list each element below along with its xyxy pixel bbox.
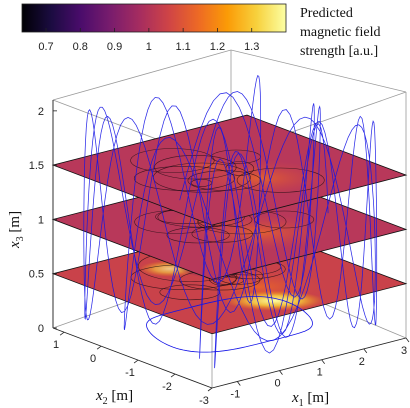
trajectory-path [83, 75, 378, 369]
x3-tick-label-4: 2 [38, 106, 44, 118]
x1-tick-mark [279, 370, 283, 375]
x2-axis-label: x2 [m] [95, 388, 133, 407]
x1-tick-label-2: 1 [317, 367, 323, 379]
x1-axis-label-subscript: 1 [299, 398, 304, 408]
colorbar-tick-label-3: 1 [146, 41, 152, 53]
x2-tick-mark [96, 345, 102, 350]
x1-tick-label-0: -1 [230, 389, 240, 401]
trajectory-floor-loop [146, 296, 313, 353]
x3-axis-label-unit: [m] [7, 211, 23, 236]
x3-tick-label-3: 1.5 [29, 160, 44, 172]
x2-axis-label-symbol: x [95, 388, 103, 404]
colorbar-tick-label-1: 0.8 [73, 41, 88, 53]
colorbar-ticks: 0.7 0.8 0.9 1 1.1 1.2 1.3 [38, 28, 259, 53]
colorbar: 0.7 0.8 0.9 1 1.1 1.2 1.3 Predicted magnetic f… [21, 3, 384, 59]
x3-axis-label: x3 [m] [7, 211, 26, 249]
x2-tick-label-3: -2 [162, 381, 172, 393]
x3-axis-label-subscript: 3 [15, 236, 26, 241]
colorbar-title-line-1: Predicted [300, 6, 353, 21]
x1-axis-line [211, 337, 407, 389]
x2-tick-label-1: 0 [90, 353, 96, 365]
x3-axis-label-symbol: x [7, 241, 23, 249]
colorbar-tick-label-2: 0.9 [107, 41, 122, 53]
x2-axis-label-subscript: 2 [103, 396, 108, 407]
x2-tick-label-4: -3 [199, 395, 209, 407]
x2-axis-label-unit: [m] [108, 388, 133, 404]
x2-tick-label-0: 1 [53, 339, 59, 351]
x2-tick-mark [133, 359, 139, 364]
x1-tick-mark [363, 348, 368, 354]
colorbar-tick-label-4: 1.1 [175, 41, 190, 53]
colorbar-tick-label-0: 0.7 [38, 41, 53, 53]
x2-tick-mark [170, 373, 176, 378]
x1-tick-label-3: 2 [359, 356, 365, 368]
x3-tick-label-0: 0 [38, 323, 44, 335]
colorbar-title: Predicted magnetic field strength [a.u.] [300, 6, 384, 59]
colorbar-tick-label-5: 1.2 [210, 41, 225, 53]
x1-axis-label-unit: [m] [304, 390, 329, 406]
slice-contour-line [236, 167, 325, 193]
x1-tick-label-4: 3 [401, 345, 407, 357]
x2-tick-mark [59, 331, 65, 336]
colorbar-bar [21, 3, 287, 33]
box-back-top-edge-right [230, 49, 407, 93]
x3-tick-label-2: 1 [38, 214, 44, 226]
x2-tick-mark [207, 387, 213, 392]
slice-contour-line [130, 148, 215, 173]
contour-slices [51, 114, 408, 335]
slice-contour-line [133, 165, 236, 191]
box-back-top-edge-left [52, 49, 232, 101]
front-axes [52, 100, 407, 389]
x1-tick-mark [321, 359, 325, 364]
colorbar-title-line-2: magnetic field [300, 25, 380, 40]
x2-tick-label-2: -1 [125, 367, 135, 379]
x3-tick-label-1: 0.5 [29, 269, 44, 281]
trajectory [83, 75, 378, 369]
x1-tick-label-1: 0 [274, 378, 280, 390]
x1-axis-label-symbol: x [291, 390, 299, 406]
x2-axis-line [52, 327, 213, 389]
x1-tick-mark [405, 337, 410, 343]
x1-axis-label: x1 [m] [291, 390, 329, 408]
colorbar-title-line-3: strength [a.u.] [300, 44, 378, 59]
x1-tick-mark [236, 381, 241, 386]
colorbar-tick-label-6: 1.3 [244, 41, 259, 53]
